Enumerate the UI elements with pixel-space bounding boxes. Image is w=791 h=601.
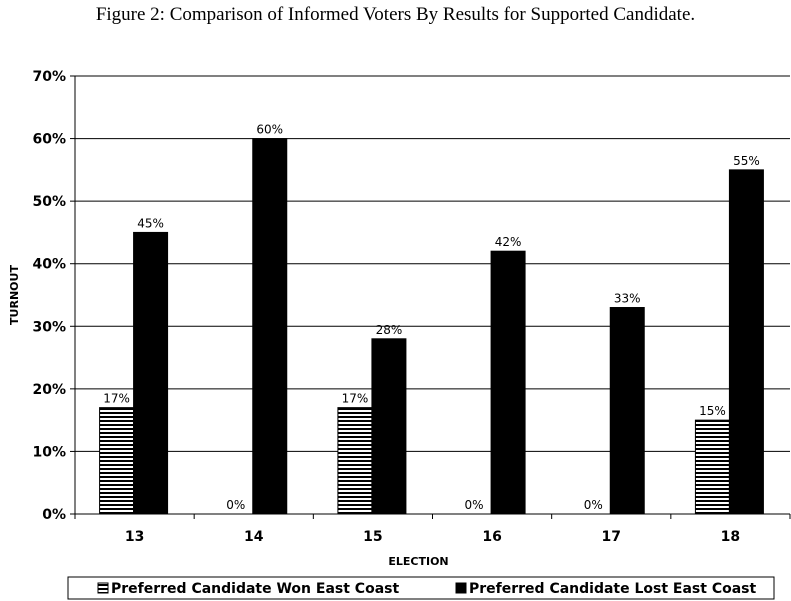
data-label: 15%: [699, 404, 726, 418]
x-tick-label: 18: [721, 529, 740, 545]
y-tick-label: 70%: [32, 69, 66, 85]
x-axis-title: ELECTION: [388, 555, 448, 568]
legend: Preferred Candidate Won East Coast Prefer…: [67, 576, 775, 600]
data-label: 42%: [495, 235, 522, 249]
bar-lost-13: [133, 231, 169, 515]
data-label: 33%: [614, 292, 641, 306]
bar-lost-17: [609, 307, 645, 515]
legend-swatch-won: [97, 582, 109, 594]
y-tick-label: 20%: [32, 382, 66, 398]
y-tick-label: 0%: [42, 507, 66, 523]
y-tick-label: 40%: [32, 257, 66, 273]
y-tick-label: 60%: [32, 132, 66, 148]
labels: 0% 10% 20% 30% 40% 50% 60% 70% 13 17% 45% 14 0% 60% 15…: [8, 69, 760, 568]
data-label: 45%: [137, 216, 164, 230]
data-label: 55%: [733, 154, 760, 168]
data-label: 0%: [584, 498, 603, 512]
x-tick-label: 14: [244, 529, 264, 545]
data-label: 17%: [342, 392, 369, 406]
legend-swatch-lost: [455, 582, 467, 594]
legend-label-won: Preferred Candidate Won East Coast: [111, 581, 399, 597]
grid-lines: [75, 75, 790, 452]
data-label: 17%: [103, 392, 130, 406]
bar-lost-16: [490, 250, 526, 515]
data-label: 0%: [465, 498, 484, 512]
bar-lost-14: [252, 138, 288, 515]
legend-box: [67, 576, 775, 600]
bars: [99, 138, 764, 515]
figure-title: Figure 2: Comparison of Informed Voters …: [95, 4, 696, 25]
x-tick-label: 13: [125, 529, 144, 545]
legend-label-lost: Preferred Candidate Lost East Coast: [469, 581, 757, 597]
bar-won-13: [99, 407, 135, 515]
y-tick-label: 10%: [32, 444, 66, 460]
y-axis-title: TURNOUT: [8, 265, 21, 325]
x-tick-label: 17: [602, 529, 621, 545]
data-label: 60%: [256, 123, 283, 137]
data-label: 28%: [376, 323, 403, 337]
bar-lost-15: [371, 338, 407, 515]
bar-won-18: [694, 419, 730, 515]
data-label: 0%: [226, 498, 245, 512]
y-tick-label: 50%: [32, 194, 66, 210]
bar-won-15: [337, 407, 373, 515]
bar-lost-18: [728, 169, 764, 515]
axes: [70, 75, 791, 519]
x-tick-label: 16: [482, 529, 501, 545]
x-tick-label: 15: [363, 529, 382, 545]
y-tick-label: 30%: [32, 319, 66, 335]
